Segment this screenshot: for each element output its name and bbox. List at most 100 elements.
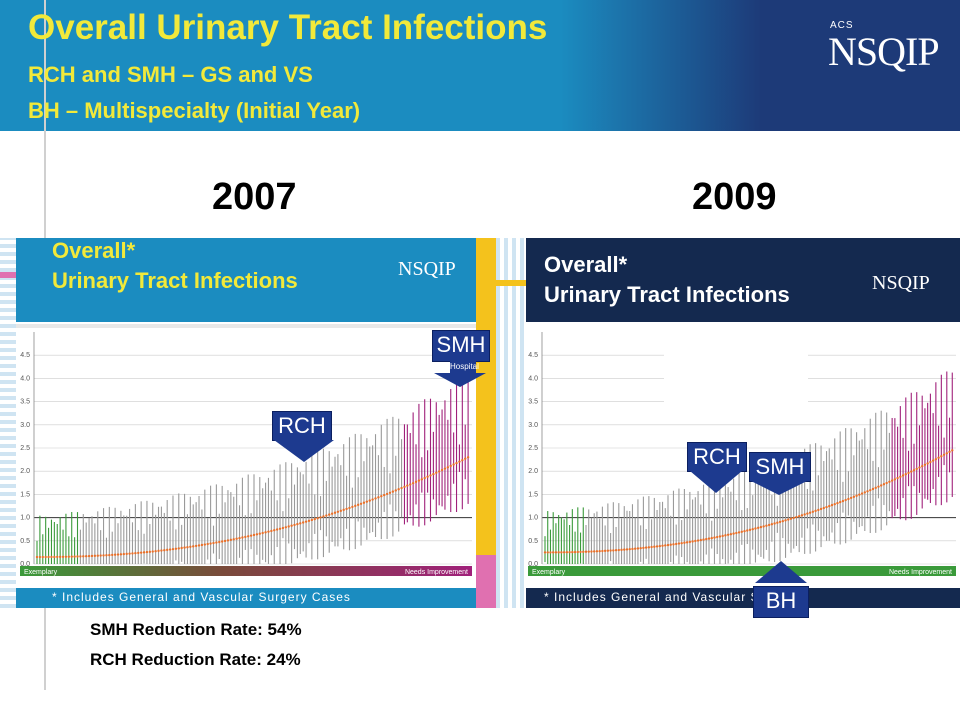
footer-band [526, 588, 960, 608]
estimate-point [394, 489, 397, 492]
estimate-point [751, 527, 754, 531]
estimate-point [116, 553, 120, 556]
estimate-point [76, 555, 79, 558]
estimate-point [910, 470, 913, 473]
estimate-point [552, 551, 555, 554]
estimate-point [639, 546, 642, 550]
estimate-point [631, 547, 634, 551]
estimate-point [299, 522, 302, 525]
estimate-point [220, 540, 224, 543]
estimate-point [625, 548, 629, 551]
estimate-point [702, 538, 705, 541]
estimate-point [940, 455, 943, 458]
estimate-point [142, 551, 146, 554]
estimate-point [893, 478, 897, 481]
estimate-point [38, 555, 42, 559]
estimate-point [710, 536, 713, 540]
estimate-point [203, 543, 207, 546]
yellow-marker [496, 280, 540, 286]
estimate-point [828, 504, 831, 508]
estimate-point [82, 555, 85, 558]
estimate-point [918, 466, 921, 469]
category-bar [528, 566, 956, 576]
estimate-point [765, 524, 768, 527]
hospital-label: Hospital [450, 361, 479, 373]
arrow-up-bh-2009 [755, 561, 807, 583]
estimate-point [145, 550, 149, 554]
estimate-point [316, 517, 319, 520]
estimate-point [863, 491, 866, 494]
estimate-point [290, 524, 293, 527]
y-tick-label: 4.5 [20, 352, 30, 359]
estimate-point [111, 553, 114, 557]
y-tick-label: 1.0 [528, 515, 538, 522]
blank-overlay [664, 326, 808, 414]
estimate-point [287, 525, 290, 528]
estimate-point [746, 529, 749, 532]
estimate-point [762, 525, 765, 528]
header-gradient [560, 0, 762, 131]
estimate-point [808, 511, 812, 514]
y-tick-label: 4.0 [20, 375, 30, 382]
smh-reduction-rate: SMH Reduction Rate: 54% [90, 620, 302, 639]
estimate-point [557, 551, 560, 554]
yellow-strip [476, 238, 496, 608]
callout-bh-2009: BH [753, 586, 809, 618]
estimate-point [84, 554, 88, 558]
estimate-point [148, 550, 152, 554]
estimate-point [134, 551, 137, 555]
estimate-point [47, 555, 50, 559]
estimate-point [811, 510, 815, 513]
estimate-point [354, 504, 357, 508]
slide-subtitle-2: BH – Multispecialty (Initial Year) [28, 98, 361, 123]
estimate-point [571, 550, 574, 554]
estimate-point [87, 554, 91, 558]
estimate-point [841, 499, 845, 503]
estimate-point [356, 503, 360, 507]
estimate-point [937, 456, 940, 459]
estimate-point [694, 539, 697, 543]
arrow-down-rch-2007 [274, 440, 334, 462]
estimate-point [784, 519, 787, 522]
estimate-point [223, 539, 227, 543]
estimate-point [716, 535, 719, 539]
estimate-point [362, 501, 366, 504]
left-pattern-strip [0, 238, 16, 608]
estimate-point [778, 520, 782, 524]
estimate-point [113, 553, 117, 556]
footnote: * Includes General and Vascular Surgery … [52, 590, 351, 604]
estimate-point [871, 487, 875, 491]
estimate-point [754, 527, 757, 530]
estimate-point [825, 505, 828, 509]
estimate-point [53, 555, 56, 559]
estimate-point [119, 553, 123, 556]
estimate-point [301, 521, 305, 524]
footer-band [16, 588, 476, 608]
estimate-point [880, 484, 883, 487]
estimate-point [235, 537, 238, 540]
estimate-point [218, 540, 221, 544]
estimate-point [554, 551, 558, 554]
panel-header [16, 238, 476, 322]
estimate-point [740, 530, 743, 533]
estimate-point [803, 513, 806, 516]
estimate-point [455, 461, 458, 465]
estimate-point [385, 492, 389, 496]
estimate-point [466, 456, 470, 459]
estimate-point [620, 548, 623, 552]
callout-rch-2009: RCH [687, 442, 747, 472]
estimate-point [96, 554, 99, 557]
estimate-point [724, 534, 727, 537]
estimate-point [699, 538, 702, 542]
estimate-point [945, 452, 948, 455]
estimate-point [688, 540, 692, 544]
estimate-point [587, 550, 590, 553]
estimate-point [458, 460, 461, 463]
estimate-point [951, 449, 954, 452]
estimate-point [351, 505, 354, 509]
estimate-point [284, 526, 288, 529]
footnote: * Includes General and Vascular Surger [544, 590, 793, 604]
estimate-point [923, 463, 927, 466]
category-bar [20, 566, 472, 576]
estimate-point [634, 547, 637, 550]
